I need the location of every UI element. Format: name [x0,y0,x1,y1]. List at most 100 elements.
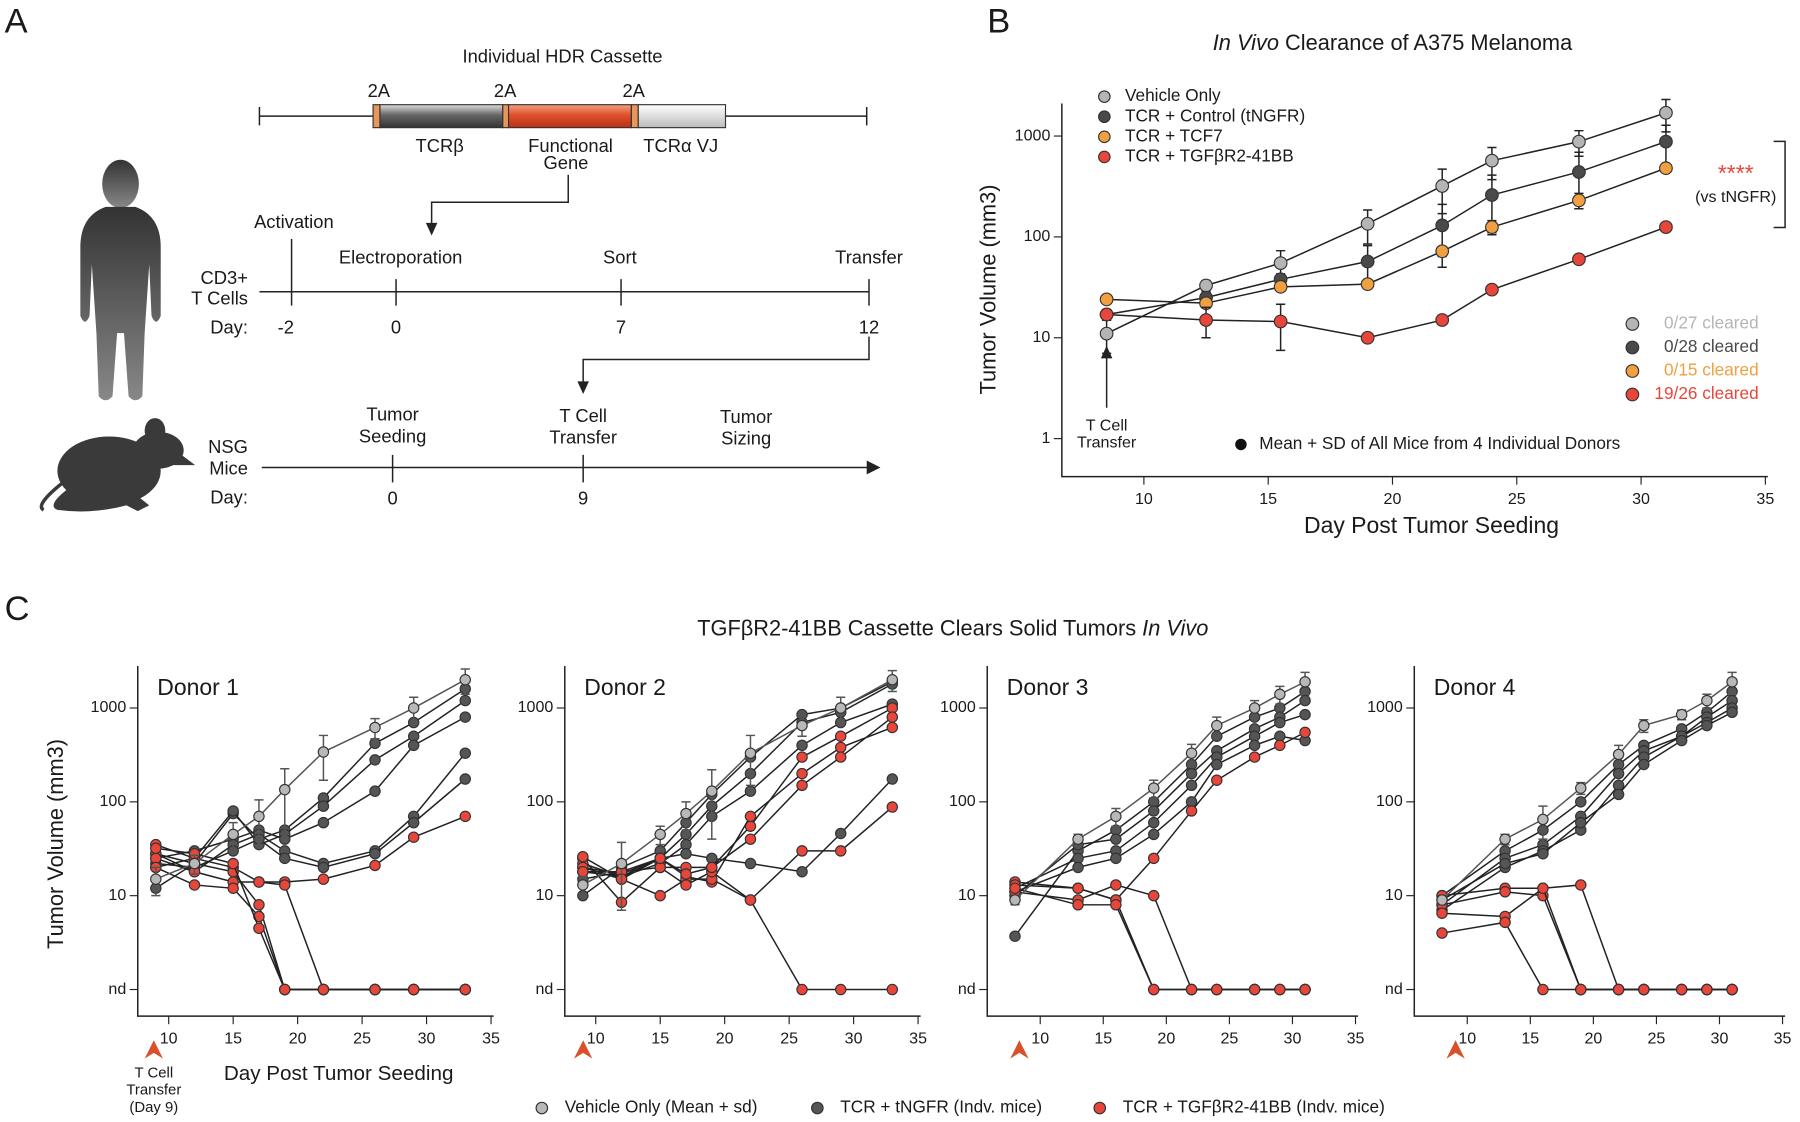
day-label: Day: [210,486,248,507]
data-point [1360,277,1375,292]
bracket [1773,140,1786,229]
segment-label: Gene [543,152,588,173]
y-tick-label: 10 [1033,328,1051,346]
legend-marker [1098,110,1111,124]
series-line [155,866,466,991]
data-point [369,859,381,872]
data-point [1701,719,1713,732]
legend-label: TCR + TGFβR2-41BB [1125,145,1294,165]
data-point [1701,983,1713,996]
y-tick-label: 100 [99,792,126,810]
data-point [1185,983,1198,996]
annotation: T Cell [134,1065,173,1082]
data-point [1436,907,1448,919]
data-point [834,702,847,714]
series-line [1441,690,1733,897]
legend-marker [1098,130,1111,144]
panel-label: B [987,2,1010,40]
x-tick-label: 30 [1284,1029,1302,1047]
y-tick-label: 10 [535,886,553,904]
series-line [582,726,893,883]
data-point [1110,879,1122,891]
data-point [369,754,381,766]
data-point [796,865,808,878]
annotation: Transfer [126,1082,181,1099]
data-point [1072,833,1084,845]
data-point [1274,983,1286,996]
y-tick-label: 100 [1376,792,1403,810]
panel-label: A [5,2,28,40]
legend-label: TCR + TGFβR2-41BB (Indv. mice) [1123,1097,1385,1117]
chart-title: Donor 3 [1007,674,1089,700]
data-point [1612,767,1625,780]
day-value: 9 [578,487,588,508]
data-point [834,827,847,840]
data-point [407,739,420,752]
data-point [1110,899,1122,911]
y-tick-label: 1000 [518,698,554,716]
legend-label: TCR + Control (tNGFR) [1125,105,1305,125]
data-point [369,721,381,734]
transfer-marker [144,1040,164,1059]
cassette-2a: 2A [494,80,517,101]
data-point [744,810,757,823]
data-point [1360,216,1375,231]
arrowhead [425,222,438,236]
series-line [1014,699,1306,897]
significance: **** [1718,160,1754,186]
data-point [1299,694,1311,707]
data-point [459,747,471,759]
footnote-dot [1235,438,1247,451]
data-point [227,828,239,841]
y-tick-label: 100 [949,792,976,810]
legend-label: Vehicle Only [1125,85,1221,105]
legend-marker [535,1101,549,1115]
series-line [1441,884,1733,991]
day-value: 0 [391,316,401,337]
x-tick-label: 15 [1094,1029,1112,1047]
data-point [1147,852,1160,865]
data-point [317,983,330,996]
data-point [796,983,808,996]
data-point [1199,313,1213,327]
data-point [1572,134,1586,149]
event-label: Tumor [366,404,418,425]
data-point [279,852,291,865]
segment-tcra [637,104,727,129]
cassette-2a: 2A [622,80,645,101]
data-point [834,751,847,763]
data-point [796,779,808,792]
data-point [1299,983,1311,996]
data-point [459,694,471,707]
y-tick-label: 1000 [940,698,976,716]
y-tick-label: nd [535,980,553,998]
data-point [1659,134,1673,149]
legend-marker [1625,340,1640,355]
data-point [1612,748,1625,761]
x-tick-label: 35 [1756,490,1774,508]
data-point [227,857,239,870]
cleared-label: 0/28 cleared [1664,336,1759,356]
error-bar [280,768,290,836]
data-point [1072,899,1084,911]
data-point [1072,882,1084,894]
y-tick-label: 100 [1024,227,1051,245]
legend-marker [1098,90,1111,103]
data-point [1299,726,1311,739]
data-point [1638,758,1650,771]
data-point [1499,857,1511,870]
data-point [680,879,692,891]
data-point [1612,983,1625,996]
data-point [1575,782,1587,794]
data-point [744,747,757,759]
data-point [369,737,381,750]
data-point [369,847,381,860]
y-axis-label: Tumor Volume (mm3) [975,185,1000,395]
data-point [1537,882,1549,894]
y-tick-label: 10 [1385,886,1403,904]
data-point [1299,676,1311,688]
data-point [744,833,757,845]
data-point [1675,983,1688,996]
title-italic: In Vivo [1142,615,1208,640]
data-point [886,711,899,723]
